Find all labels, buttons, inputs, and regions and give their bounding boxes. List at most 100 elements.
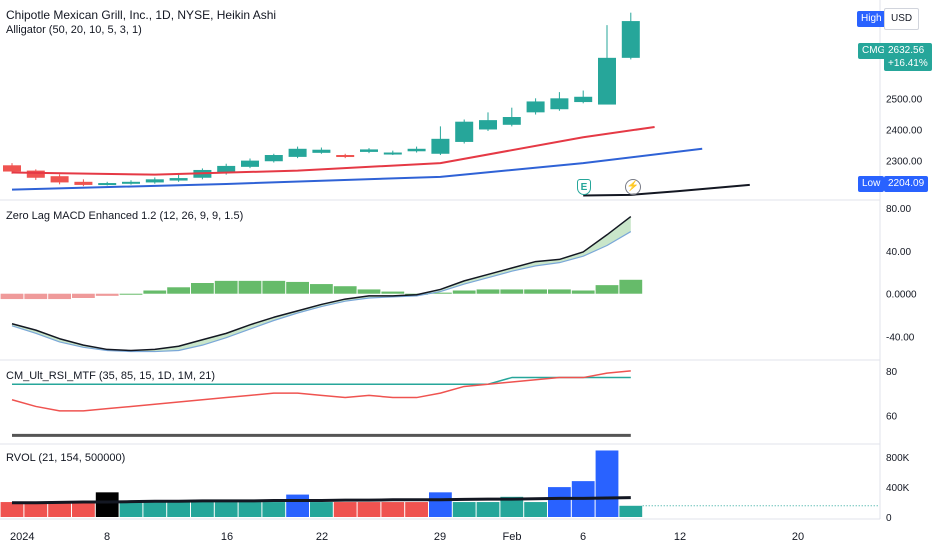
rsi-line	[11, 370, 631, 412]
rvol-bar	[500, 496, 524, 517]
macd-histogram-bar	[571, 290, 595, 294]
high-tag: High	[857, 11, 886, 27]
currency-button[interactable]: USD	[884, 8, 920, 30]
macd-histogram-bar	[286, 281, 309, 294]
time-axis-label: 6	[580, 531, 586, 543]
rvol-bar	[310, 502, 333, 517]
candle-body	[431, 138, 450, 154]
alligator-label[interactable]: Alligator (50, 20, 10, 5, 3, 1)	[6, 24, 142, 36]
candle-body	[169, 178, 188, 181]
rvol-bar	[333, 502, 357, 517]
time-axis-label: 8	[104, 531, 110, 543]
rvol-pane[interactable]	[0, 450, 880, 517]
candle-body	[145, 179, 164, 183]
rsi-label[interactable]: CM_Ult_RSI_MTF (35, 85, 15, 1D, 1M, 21)	[6, 370, 216, 382]
rvol-bar	[405, 502, 428, 517]
rvol-bar	[476, 502, 500, 517]
rvol-bar	[72, 502, 95, 517]
macd-signal-line	[11, 231, 632, 353]
macd-label[interactable]: Zero Lag MACD Enhanced 1.2 (12, 26, 9, 9…	[6, 210, 244, 222]
rvol-bar	[429, 492, 452, 517]
price-pane[interactable]	[3, 12, 750, 197]
rvol-tick-label: 800K	[886, 453, 910, 464]
rsi-tick-label: 80	[886, 367, 898, 378]
macd-histogram-bar	[24, 293, 48, 300]
macd-histogram-bar	[238, 280, 262, 294]
macd-histogram-bar	[333, 286, 357, 294]
rvol-bar	[119, 502, 143, 517]
macd-histogram-bar	[48, 293, 71, 300]
rvol-tick-label: 0	[886, 513, 892, 524]
lightning-event-icon[interactable]: ⚡	[625, 179, 641, 195]
rvol-average-line	[12, 496, 631, 505]
rvol-bar	[238, 502, 262, 517]
rvol-bar	[24, 502, 48, 517]
price-tick-label: 2500.00	[886, 94, 923, 105]
axis-labels: 2500.00 2400.00 2300.00 80.00 40.00 0.0000 -40…	[10, 94, 923, 543]
candle-body	[621, 21, 640, 58]
macd-histogram-bar	[524, 289, 547, 294]
macd-histogram-bar	[595, 285, 619, 294]
macd-histogram-bar	[548, 289, 571, 294]
alligator-black-line	[583, 183, 750, 197]
rvol-bar	[548, 487, 571, 517]
rvol-bar	[143, 502, 167, 517]
rsi-pane[interactable]	[11, 370, 631, 437]
candle-body	[217, 165, 236, 173]
macd-histogram-bar	[619, 279, 643, 294]
candle-body	[383, 152, 402, 155]
macd-histogram-bar	[0, 293, 24, 300]
candle-body	[407, 148, 426, 152]
time-axis-label: 16	[221, 531, 233, 543]
rvol-bar	[167, 502, 190, 517]
rvol-bar	[595, 450, 619, 517]
candle-body	[288, 148, 307, 157]
rvol-bar	[286, 494, 309, 517]
rsi-tick-label: 60	[886, 411, 898, 422]
macd-histogram-bar	[476, 289, 500, 294]
candle-body	[550, 98, 569, 110]
rvol-bar	[262, 502, 286, 517]
rvol-bar	[48, 502, 71, 517]
macd-tick-label: 40.00	[886, 247, 911, 258]
rvol-bar	[381, 502, 405, 517]
macd-histogram-bar	[357, 289, 381, 294]
macd-pane[interactable]	[0, 215, 643, 353]
candle-body	[264, 155, 283, 162]
macd-histogram-bar	[167, 287, 190, 294]
time-axis-label: 12	[674, 531, 686, 543]
candle-body	[574, 96, 593, 103]
macd-line	[11, 215, 632, 352]
pane-separators	[0, 0, 881, 520]
symbol-tag: CMG	[858, 43, 890, 59]
rvol-tick-label: 400K	[886, 483, 910, 494]
macd-histogram-bar	[262, 280, 286, 294]
alligator-blue-line	[11, 147, 703, 191]
last-price-tag: 2632.56 +16.41%	[884, 43, 932, 71]
price-tick-label: 2400.00	[886, 125, 923, 136]
candle-body	[122, 181, 140, 184]
macd-histogram-bar	[143, 290, 167, 294]
macd-histogram-bar	[95, 293, 119, 296]
candle-body	[598, 57, 616, 105]
candle-body	[26, 170, 45, 178]
rsi-upper-band-line	[12, 376, 631, 385]
earnings-marker-icon[interactable]: E	[577, 179, 591, 195]
low-tag: Low	[858, 176, 885, 192]
time-axis-label: 2024	[10, 531, 34, 543]
rvol-bar	[452, 502, 476, 517]
macd-histogram-bar	[310, 284, 333, 294]
candle-body	[455, 121, 474, 142]
rvol-label[interactable]: RVOL (21, 154, 500000)	[6, 452, 126, 464]
macd-histogram-bar	[500, 289, 524, 294]
macd-histogram-bar	[119, 293, 143, 295]
macd-histogram-bar	[452, 290, 476, 294]
candle-body	[360, 149, 378, 152]
macd-tick-label: 80.00	[886, 204, 911, 215]
macd-histogram-bar	[191, 283, 214, 294]
candle-body	[502, 117, 521, 125]
rvol-bar	[214, 502, 238, 517]
macd-histogram-bar	[214, 280, 238, 294]
time-axis-label: 29	[434, 531, 446, 543]
